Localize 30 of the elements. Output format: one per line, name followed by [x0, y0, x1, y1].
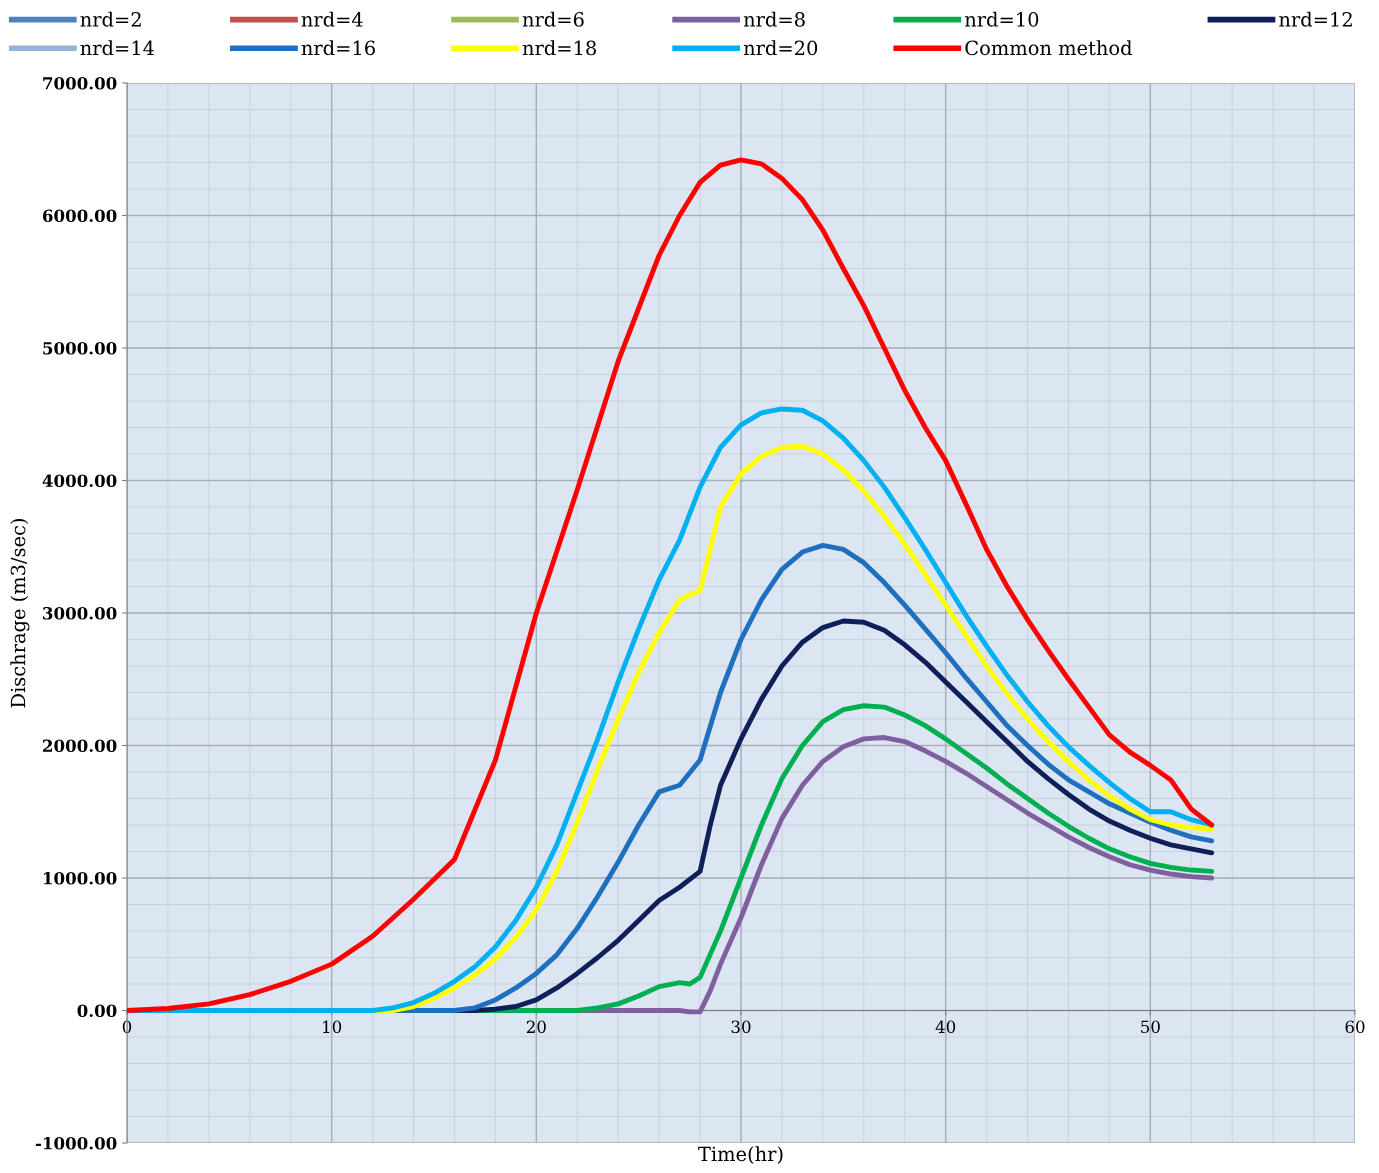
legend-label: nrd=6	[522, 11, 584, 27]
y-tick-label: 6000.00	[42, 209, 117, 223]
legend-label: nrd=18	[522, 40, 596, 56]
x-tick-label: 40	[935, 1020, 956, 1034]
x-tick-label: 10	[323, 1020, 342, 1034]
y-tick-label: 7000.00	[43, 76, 117, 90]
legend-label: nrd=16	[301, 40, 375, 56]
line-series	[127, 157, 1215, 1013]
legend-label: nrd=10	[964, 11, 1039, 27]
legend-label: nrd=4	[301, 11, 363, 27]
x-tick-label: 30	[731, 1020, 751, 1034]
x-axis-title: Time(hr)	[698, 1146, 783, 1164]
x-tick-label: 60	[1345, 1020, 1365, 1034]
legend-label: nrd=20	[743, 40, 818, 56]
y-tick-label: -1000.00	[35, 1136, 117, 1150]
legend-label: nrd=12	[1279, 11, 1352, 27]
y-axis-title: Dischrage (m3/sec)	[10, 518, 30, 708]
x-tick-label: 0	[122, 1020, 132, 1034]
x-tick-label: 50	[1141, 1020, 1160, 1034]
legend-label: nrd=8	[743, 11, 805, 27]
y-tick-label: 5000.00	[43, 341, 117, 355]
x-tick-label: 20	[526, 1020, 546, 1034]
y-tick-label: 1000.00	[43, 871, 117, 885]
y-tick-label: 3000.00	[43, 606, 117, 620]
y-tick-label: 4000.00	[42, 474, 117, 488]
y-tick-label: 0.00	[77, 1004, 117, 1018]
legend-label: nrd=2	[80, 11, 141, 27]
legend-label: nrd=14	[80, 40, 155, 56]
legend-label: Common method	[965, 40, 1132, 56]
y-tick-label: 2000.00	[43, 739, 117, 753]
